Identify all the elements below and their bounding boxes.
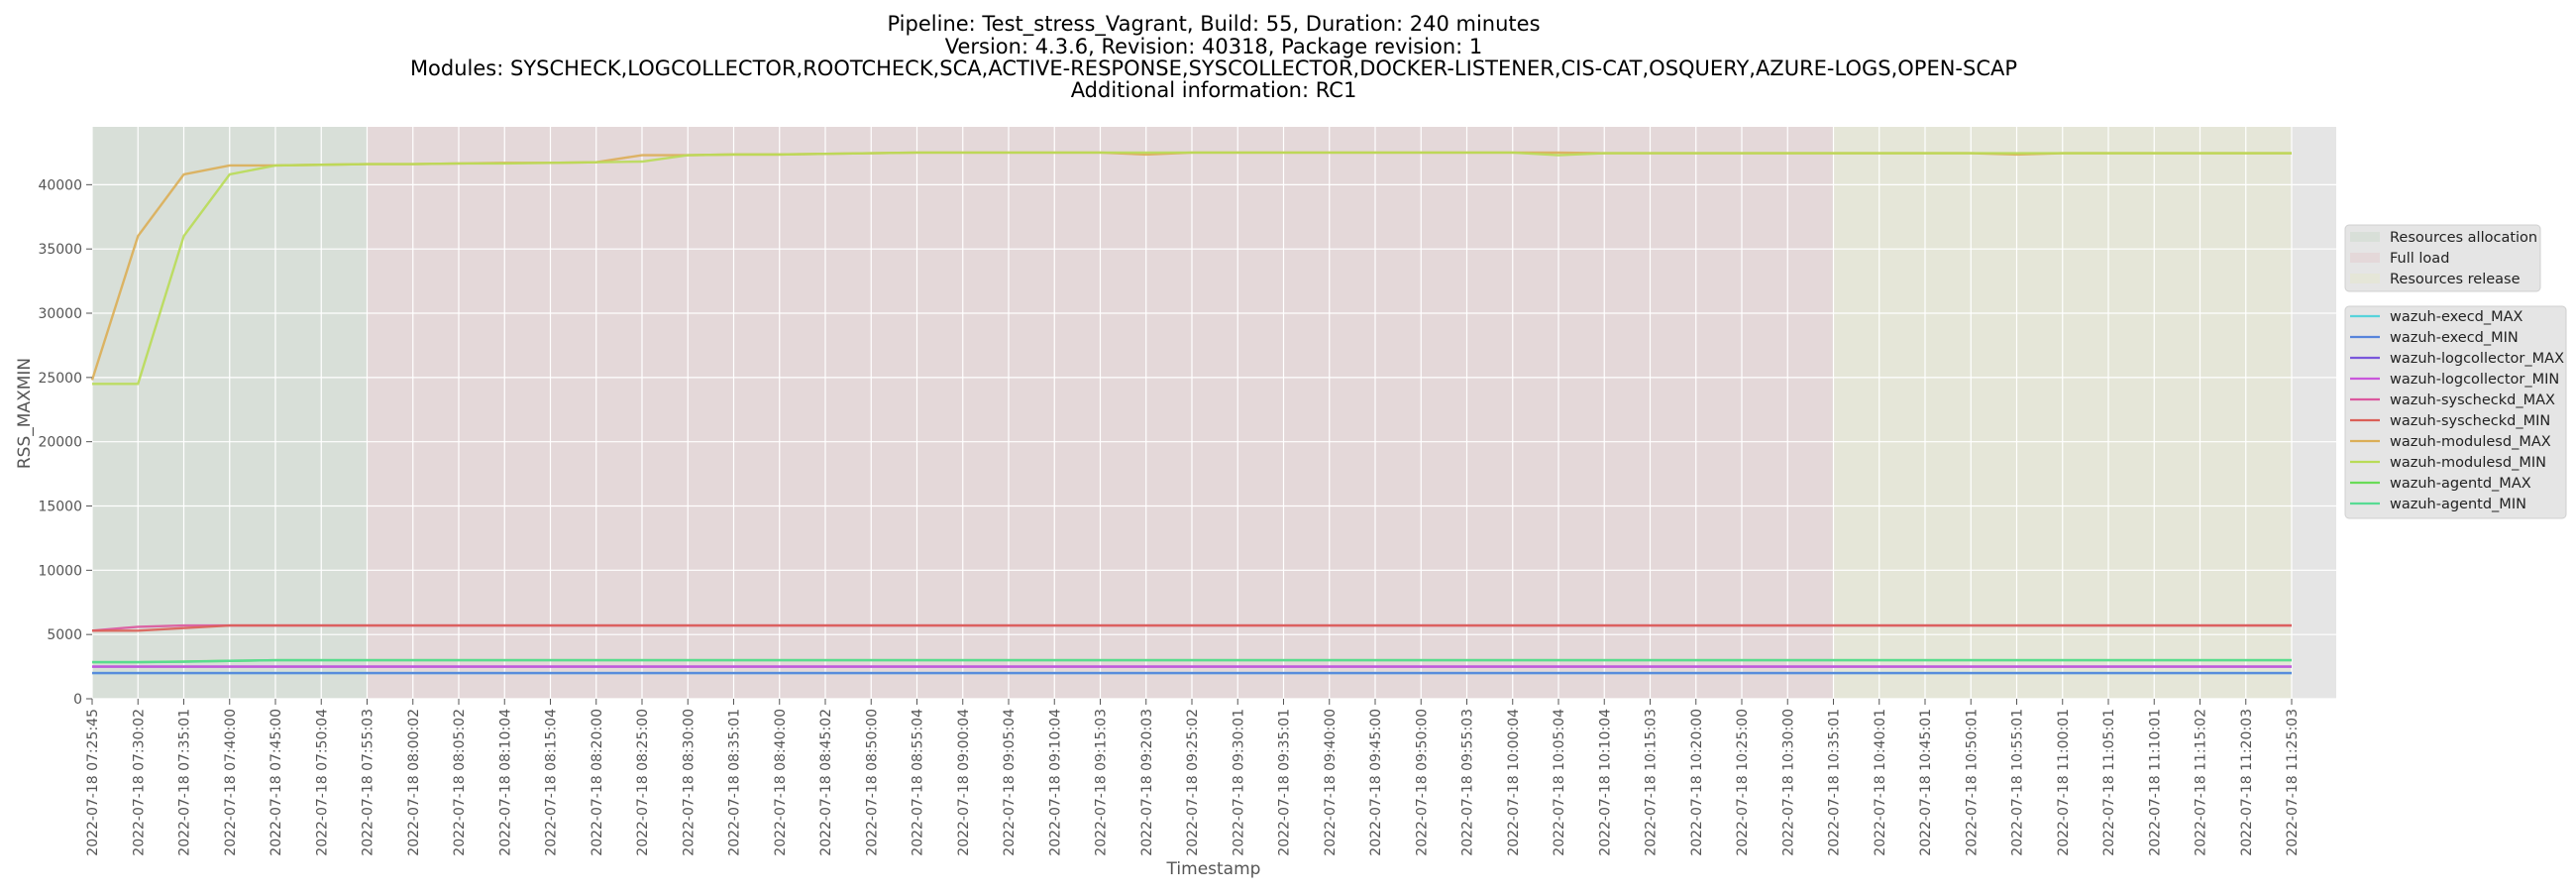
y-axis-label: RSS_MAXMIN [15,358,35,469]
legend-box [2344,305,2567,519]
x-tick-label: 2022-07-18 07:45:00 [268,709,284,856]
x-tick-label: 2022-07-18 07:35:01 [177,709,193,856]
legend-label: wazuh-logcollector_MIN [2390,372,2559,388]
x-tick-label: 2022-07-18 09:35:01 [1277,709,1293,856]
x-tick-label: 2022-07-18 09:40:00 [1323,709,1339,856]
x-tick-label: 2022-07-18 09:05:04 [1002,709,1018,856]
legend-label: wazuh-syscheckd_MAX [2390,392,2555,408]
grid [91,127,2336,700]
x-tick-label: 2022-07-18 11:20:03 [2239,709,2255,856]
x-axis-label: Timestamp [1166,859,1261,879]
x-tick-label: 2022-07-18 09:50:00 [1414,709,1430,856]
legend-swatch [2350,253,2380,263]
x-tick-label: 2022-07-18 08:00:02 [406,709,422,856]
legend-label: wazuh-modulesd_MAX [2390,434,2551,450]
legend-label: wazuh-agentd_MAX [2390,476,2531,492]
x-tick-label: 2022-07-18 08:25:00 [635,709,651,856]
series-legend: wazuh-execd_MAX wazuh-execd_MIN wazuh-logc… [2344,305,2567,519]
phase-legend: Resources allocation Full load Resources r… [2344,224,2541,292]
x-tick-label: 2022-07-18 10:45:01 [1918,709,1934,856]
x-tick-label: 2022-07-18 10:00:04 [1506,709,1522,856]
x-tick-label: 2022-07-18 10:55:01 [2010,709,2026,856]
title-line-3: Modules: SYSCHECK,LOGCOLLECTOR,ROOTCHECK… [410,56,2017,80]
series-lines [90,151,2292,675]
title-line-1: Pipeline: Test_stress_Vagrant, Build: 55… [887,12,1540,37]
x-tick-label: 2022-07-18 07:40:00 [223,709,239,856]
x-tick-label: 2022-07-18 07:50:04 [314,709,330,856]
legend-box [2344,224,2541,292]
x-tick-label: 2022-07-18 11:10:01 [2147,709,2163,856]
legend-label: Resources allocation [2390,230,2537,246]
x-tick-label: 2022-07-18 09:45:00 [1368,709,1384,856]
title-line-4: Additional information: RC1 [1071,78,1357,102]
legend-swatch [2350,232,2380,242]
x-tick-label: 2022-07-18 08:10:04 [497,709,513,856]
x-tick-label: 2022-07-18 10:15:03 [1644,709,1660,856]
legend-label: Resources release [2390,272,2521,287]
y-tick-label: 20000 [38,435,82,451]
chart-title: Pipeline: Test_stress_Vagrant, Build: 55… [410,12,2017,102]
x-tick-label: 2022-07-18 09:20:03 [1139,709,1155,856]
x-axis: 2022-07-18 07:25:45 2022-07-18 07:30:02 20… [85,699,2301,856]
y-tick-label: 35000 [38,242,82,258]
x-tick-label: 2022-07-18 09:10:04 [1047,709,1063,856]
legend-label: wazuh-syscheckd_MIN [2390,413,2550,429]
y-tick-label: 40000 [38,177,82,193]
legend-label: wazuh-logcollector_MAX [2390,351,2564,367]
y-axis: 0 5000 10000 15000 20000 25000 30000 35000 40000 [38,177,92,708]
x-tick-label: 2022-07-18 09:25:02 [1185,709,1201,856]
x-tick-label: 2022-07-18 08:55:04 [911,709,926,856]
x-tick-label: 2022-07-18 08:45:02 [818,709,834,856]
x-tick-label: 2022-07-18 08:15:04 [544,709,560,856]
x-tick-label: 2022-07-18 09:00:04 [956,709,972,856]
x-tick-label: 2022-07-18 11:25:03 [2285,709,2301,856]
y-tick-label: 30000 [38,306,82,322]
y-tick-label: 0 [73,692,82,708]
x-tick-label: 2022-07-18 10:25:00 [1735,709,1751,856]
x-tick-label: 2022-07-18 10:10:04 [1597,709,1613,856]
x-tick-label: 2022-07-18 10:05:04 [1552,709,1567,856]
x-tick-label: 2022-07-18 08:30:00 [681,709,697,856]
x-tick-label: 2022-07-18 10:20:00 [1689,709,1705,856]
title-line-2: Version: 4.3.6, Revision: 40318, Package… [945,35,1483,58]
x-tick-label: 2022-07-18 11:05:01 [2101,709,2117,856]
y-tick-label: 10000 [38,563,82,579]
x-tick-label: 2022-07-18 07:25:45 [85,709,101,856]
series-line [92,623,2292,632]
x-tick-label: 2022-07-18 09:15:03 [1094,709,1110,856]
x-tick-label: 2022-07-18 08:20:00 [590,709,605,856]
y-tick-label: 25000 [38,371,82,387]
x-tick-label: 2022-07-18 10:35:01 [1827,709,1843,856]
legend-label: Full load [2390,251,2449,267]
series-line [92,658,2292,664]
series-line [92,151,2292,386]
y-tick-label: 5000 [47,627,82,643]
x-tick-label: 2022-07-18 10:40:01 [1873,709,1888,856]
legend-label: wazuh-agentd_MIN [2390,497,2526,512]
legend-swatch [2350,274,2380,283]
legend-label: wazuh-modulesd_MIN [2390,455,2546,471]
x-tick-label: 2022-07-18 08:50:00 [864,709,880,856]
x-tick-label: 2022-07-18 07:30:02 [131,709,147,856]
x-tick-label: 2022-07-18 10:50:01 [1964,709,1980,856]
x-tick-label: 2022-07-18 11:00:01 [2056,709,2072,856]
legend-label: wazuh-execd_MAX [2390,309,2523,325]
legend-label: wazuh-execd_MIN [2390,330,2519,346]
x-tick-label: 2022-07-18 10:30:00 [1780,709,1796,856]
x-tick-label: 2022-07-18 07:55:03 [361,709,376,856]
x-tick-label: 2022-07-18 09:55:03 [1460,709,1476,856]
y-tick-label: 15000 [38,500,82,515]
x-tick-label: 2022-07-18 08:05:02 [452,709,468,856]
x-tick-label: 2022-07-18 09:30:01 [1231,709,1246,856]
x-tick-label: 2022-07-18 08:40:00 [773,709,789,856]
x-tick-label: 2022-07-18 11:15:02 [2194,709,2209,856]
x-tick-label: 2022-07-18 08:35:01 [727,709,743,856]
